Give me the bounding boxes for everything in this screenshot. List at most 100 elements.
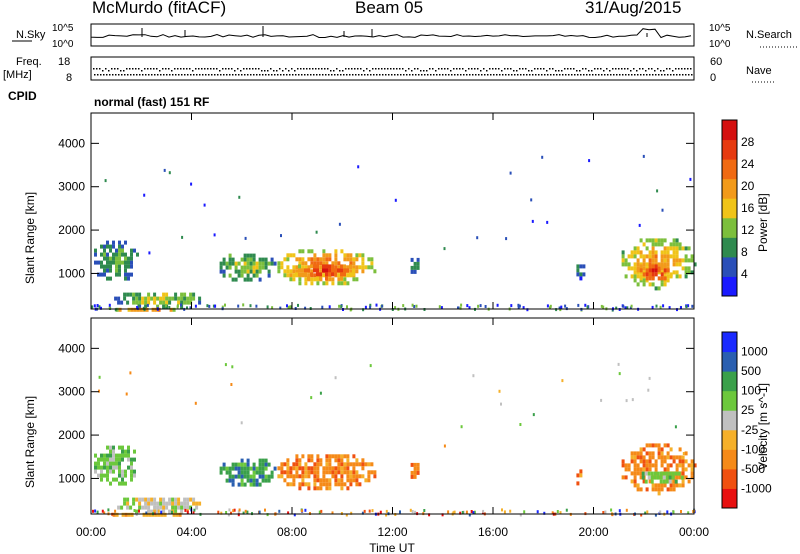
data-cell [645,272,649,277]
freq-dot [664,74,666,76]
data-cell [642,459,646,464]
data-cell [654,238,658,243]
data-cell [310,269,314,274]
noise-cell [428,513,431,517]
data-cell [222,462,226,467]
freq-dot [556,74,558,76]
freq-dot [595,74,597,76]
cpid-label: CPID [8,89,37,103]
data-cell [261,261,265,266]
data-cell [650,479,654,484]
data-cell [273,466,277,471]
freq-dot [358,74,360,76]
freq-dot [235,74,237,76]
speckle-cell [498,389,501,393]
freq-dot [283,74,285,76]
data-cell [316,486,320,491]
freq-dot [253,74,255,76]
freq-dot [211,74,213,76]
data-cell [100,252,103,257]
data-cell [334,454,338,459]
nave-dot [465,70,467,72]
noise-cell [659,510,662,514]
data-cell [337,470,341,475]
data-cell [642,254,646,259]
noise-cell [193,508,196,512]
freq-dot [445,74,447,76]
x-tick-label: 00:00 [679,525,709,539]
noise-cell [460,303,463,307]
data-cell [118,445,121,450]
noise-cell [496,303,499,307]
time-axis-label: Time UT [369,541,415,554]
freq-dot [655,74,657,76]
data-cell [681,459,685,464]
data-cell [630,451,634,456]
data-cell [141,296,145,301]
data-cell [669,272,673,277]
data-cell [340,482,344,487]
freq-dot [145,74,147,76]
data-cell [648,264,652,269]
freq-dot [577,74,579,76]
noise-cell [472,511,475,515]
freq-dot [370,74,372,76]
noise-cell [184,508,187,512]
data-cell [198,501,202,506]
data-cell [94,252,97,257]
data-cell [651,276,655,281]
data-cell [126,505,130,510]
data-cell [124,268,127,273]
data-cell [358,265,362,270]
nave-dot [135,68,137,70]
data-cell [103,461,106,466]
data-cell [672,455,676,460]
data-cell [319,478,323,483]
data-cell [337,458,341,463]
data-cell [174,292,178,297]
nave-dot [171,70,173,72]
freq-dot [328,74,330,76]
data-cell [361,269,365,274]
data-cell [343,277,347,282]
noise-cell [662,304,665,308]
data-cell [307,268,310,273]
data-cell [118,248,121,253]
beam-title: Beam 05 [355,0,424,17]
data-cell [153,505,157,510]
freq-dot [280,74,282,76]
speckle-cell [369,364,372,368]
speckle-cell [588,159,591,163]
freq-dot [241,74,243,76]
data-cell [129,505,133,510]
data-cell [304,470,308,475]
noise-cell [517,305,520,309]
nave-dot [294,70,296,72]
data-cell [109,457,112,462]
power-colorbar-tick: 24 [741,157,755,171]
data-cell [292,462,296,467]
data-cell [168,300,172,305]
data-cell [313,257,317,262]
data-cell [662,471,666,476]
data-cell [663,467,667,472]
data-cell [121,457,124,462]
data-cell [687,266,691,271]
data-cell [225,265,229,270]
speckle-cell [244,236,247,240]
nave-dot [573,68,575,70]
data-cell [148,512,152,517]
data-cell [270,474,274,479]
data-cell [657,491,661,496]
data-cell [325,466,329,471]
data-cell [322,261,326,266]
data-cell [94,469,97,474]
data-cell [298,458,302,463]
nave-dot [663,70,665,72]
data-cell [627,254,631,259]
speckle-cell [280,234,282,238]
freq-dot [100,74,102,76]
data-cell [319,486,323,491]
data-cell [94,453,97,458]
data-cell [621,258,625,263]
